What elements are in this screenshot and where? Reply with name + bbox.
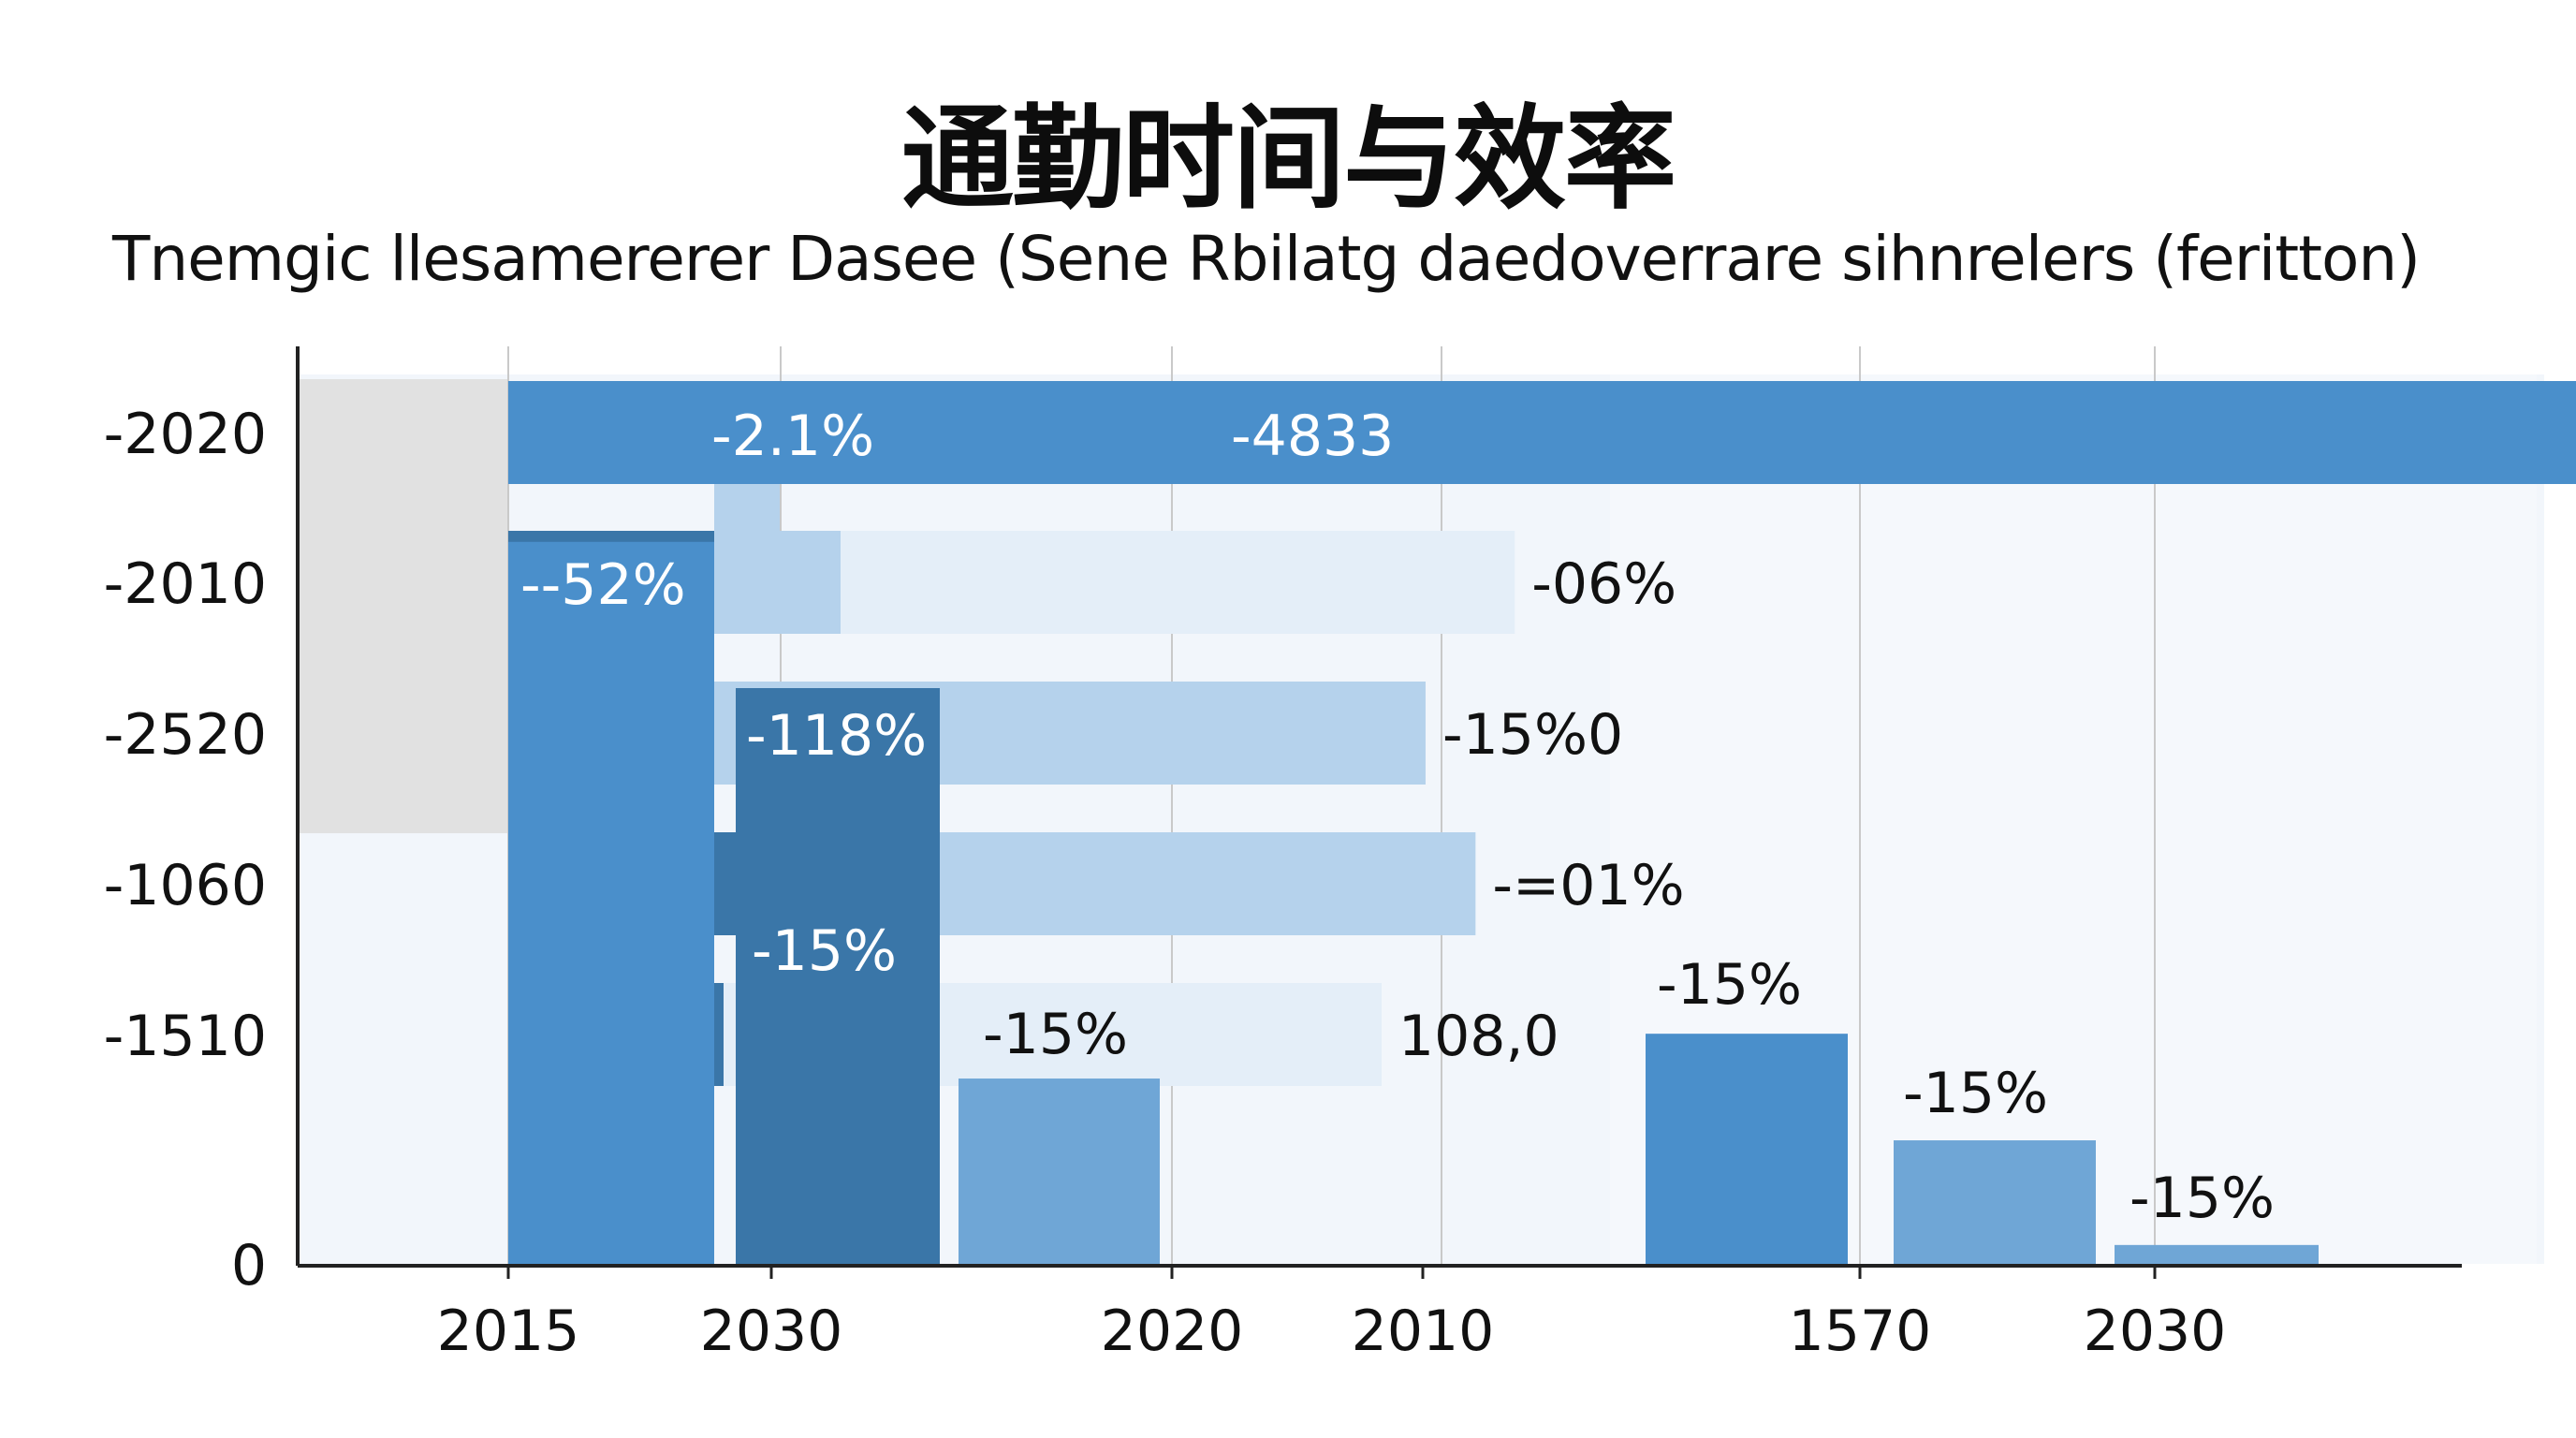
vbar-0 (508, 541, 714, 1266)
y-tick-label-2: -2520 (104, 702, 267, 768)
vbar-3-label: -15% (1657, 952, 1802, 1018)
x-tick-label-4: 1570 (1789, 1299, 1932, 1364)
vbar-1 (736, 687, 940, 1266)
x-tick-label-5: 2030 (2084, 1299, 2227, 1364)
chart-title: 通勤时间与效率 (901, 95, 1676, 225)
hbar-2-inner-label: -118% (746, 703, 927, 769)
x-tick-label-0: 2015 (437, 1299, 580, 1364)
y-tick-label-1: -2010 (104, 551, 267, 617)
x-tick-label-3: 2010 (1352, 1299, 1495, 1364)
hbar-1-light-segment (714, 531, 841, 634)
hbar-value-label-3: -=01% (1492, 853, 1684, 918)
y-tick-label-4: -1510 (104, 1004, 267, 1069)
y-tick-label-0: -2020 (104, 402, 267, 467)
vbar-2 (959, 1078, 1160, 1266)
chart-subtitle: Tnemgic llesamererer Dasee (Sene Rbilatg… (112, 223, 2421, 295)
hbar-0-inner-label-b: -4833 (1231, 404, 1394, 469)
vbar-4 (1894, 1140, 2096, 1266)
hbar-0-inner-label-a: -2.1% (711, 404, 874, 469)
y-tick-label-3: -1060 (104, 853, 267, 918)
hbar-0-drip (714, 484, 780, 531)
hbar-value-label-4: 108,0 (1398, 1004, 1559, 1069)
hbar-value-label-1: -06% (1531, 551, 1676, 617)
hbar-value-label-2: -15%0 (1442, 702, 1623, 768)
x-tick-label-2: 2020 (1101, 1299, 1244, 1364)
x-tick-label-1: 2030 (700, 1299, 843, 1364)
y-tick-label-5: 0 (231, 1233, 267, 1299)
vbar-4-label: -15% (1903, 1061, 2048, 1126)
vbar-5 (2115, 1244, 2319, 1266)
grey-panel (298, 379, 508, 833)
hbar-0 (508, 381, 2576, 484)
vbar-3 (1646, 1034, 1848, 1266)
vbar-5-label: -15% (2130, 1166, 2275, 1231)
vbar-1-label: -15% (752, 918, 897, 984)
hbar-1-inner-label: --52% (520, 552, 686, 618)
vbar-2-label: -15% (983, 1002, 1128, 1067)
